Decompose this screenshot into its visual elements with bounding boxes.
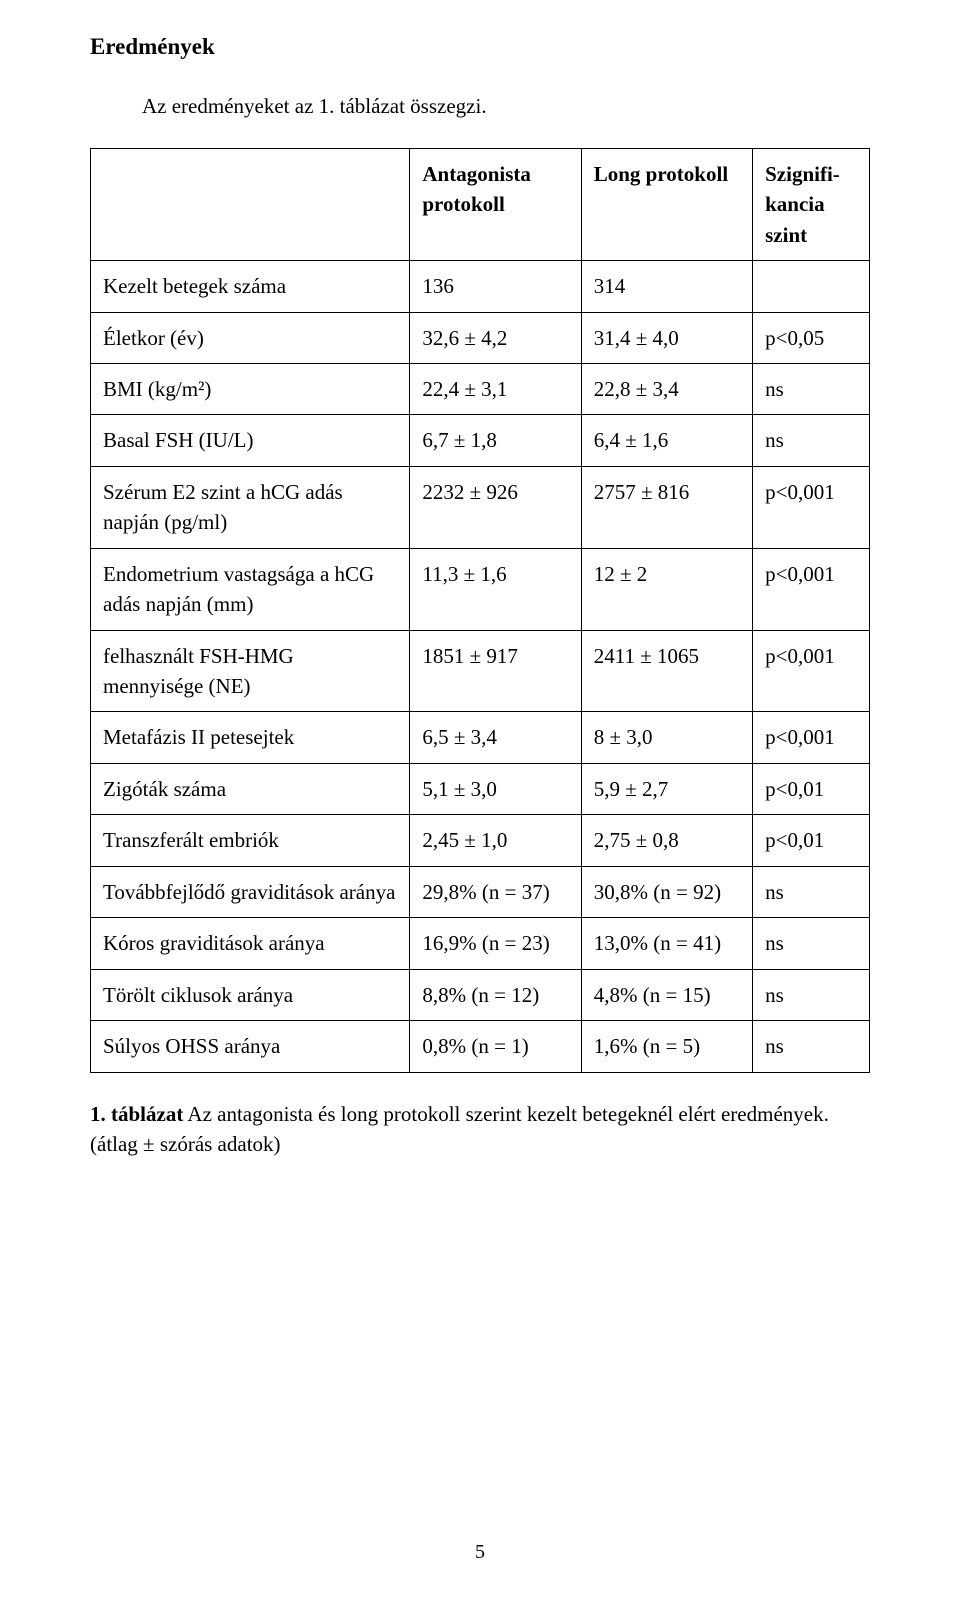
row-sig: ns [753,969,870,1020]
row-label: Súlyos OHSS aránya [91,1021,410,1072]
intro-paragraph: Az eredményeket az 1. táblázat összegzi. [90,91,870,121]
results-table: Antagonista protokoll Long protokoll Szi… [90,148,870,1073]
row-label: Törölt ciklusok aránya [91,969,410,1020]
row-label: felhasznált FSH-HMG mennyisége (NE) [91,630,410,712]
row-label: Basal FSH (IU/L) [91,415,410,466]
table-row: Transzferált embriók2,45 ± 1,02,75 ± 0,8… [91,815,870,866]
row-label: Zigóták száma [91,763,410,814]
table-header-significance: Szignifi-kancia szint [753,148,870,260]
row-long: 314 [581,261,752,312]
row-label: Metafázis II petesejtek [91,712,410,763]
row-ant: 16,9% (n = 23) [410,918,581,969]
row-long: 12 ± 2 [581,548,752,630]
row-sig: ns [753,1021,870,1072]
row-long: 5,9 ± 2,7 [581,763,752,814]
row-ant: 11,3 ± 1,6 [410,548,581,630]
row-ant: 0,8% (n = 1) [410,1021,581,1072]
table-header-antagonist: Antagonista protokoll [410,148,581,260]
table-row: Endometrium vastagsága a hCG adás napján… [91,548,870,630]
row-sig: ns [753,363,870,414]
table-row: Szérum E2 szint a hCG adás napján (pg/ml… [91,466,870,548]
row-sig: ns [753,415,870,466]
table-row: BMI (kg/m²)22,4 ± 3,122,8 ± 3,4ns [91,363,870,414]
table-header-long: Long protokoll [581,148,752,260]
table-caption: 1. táblázat Az antagonista és long proto… [90,1099,870,1160]
row-sig: p<0,001 [753,712,870,763]
table-row: Életkor (év)32,6 ± 4,231,4 ± 4,0p<0,05 [91,312,870,363]
page-number: 5 [0,1538,960,1567]
row-ant: 22,4 ± 3,1 [410,363,581,414]
row-sig: ns [753,918,870,969]
table-row: felhasznált FSH-HMG mennyisége (NE)1851 … [91,630,870,712]
table-row: Kezelt betegek száma136314 [91,261,870,312]
row-long: 2411 ± 1065 [581,630,752,712]
row-ant: 8,8% (n = 12) [410,969,581,1020]
row-ant: 136 [410,261,581,312]
row-sig: ns [753,866,870,917]
row-sig: p<0,05 [753,312,870,363]
row-long: 22,8 ± 3,4 [581,363,752,414]
table-header-row: Antagonista protokoll Long protokoll Szi… [91,148,870,260]
row-long: 6,4 ± 1,6 [581,415,752,466]
row-label: Transzferált embriók [91,815,410,866]
row-label: Életkor (év) [91,312,410,363]
row-ant: 6,7 ± 1,8 [410,415,581,466]
row-ant: 29,8% (n = 37) [410,866,581,917]
row-sig [753,261,870,312]
row-label: Kóros graviditások aránya [91,918,410,969]
table-row: Súlyos OHSS aránya0,8% (n = 1)1,6% (n = … [91,1021,870,1072]
row-long: 31,4 ± 4,0 [581,312,752,363]
table-row: Metafázis II petesejtek6,5 ± 3,48 ± 3,0p… [91,712,870,763]
row-ant: 2,45 ± 1,0 [410,815,581,866]
row-long: 2757 ± 816 [581,466,752,548]
row-ant: 1851 ± 917 [410,630,581,712]
row-long: 4,8% (n = 15) [581,969,752,1020]
row-sig: p<0,01 [753,763,870,814]
caption-rest: Az antagonista és long protokoll szerint… [90,1102,829,1156]
row-label: BMI (kg/m²) [91,363,410,414]
row-label: Továbbfejlődő graviditások aránya [91,866,410,917]
table-row: Kóros graviditások aránya16,9% (n = 23)1… [91,918,870,969]
row-label: Szérum E2 szint a hCG adás napján (pg/ml… [91,466,410,548]
row-ant: 32,6 ± 4,2 [410,312,581,363]
row-sig: p<0,001 [753,630,870,712]
section-title: Eredmények [90,30,870,63]
table-row: Basal FSH (IU/L)6,7 ± 1,86,4 ± 1,6ns [91,415,870,466]
row-sig: p<0,001 [753,548,870,630]
table-header-label [91,148,410,260]
row-ant: 5,1 ± 3,0 [410,763,581,814]
row-ant: 2232 ± 926 [410,466,581,548]
row-long: 8 ± 3,0 [581,712,752,763]
table-body: Kezelt betegek száma136314 Életkor (év)3… [91,261,870,1072]
row-ant: 6,5 ± 3,4 [410,712,581,763]
table-row: Törölt ciklusok aránya8,8% (n = 12)4,8% … [91,969,870,1020]
row-long: 13,0% (n = 41) [581,918,752,969]
row-long: 1,6% (n = 5) [581,1021,752,1072]
row-long: 30,8% (n = 92) [581,866,752,917]
table-row: Továbbfejlődő graviditások aránya29,8% (… [91,866,870,917]
row-sig: p<0,001 [753,466,870,548]
row-label: Endometrium vastagsága a hCG adás napján… [91,548,410,630]
row-sig: p<0,01 [753,815,870,866]
caption-lead: 1. táblázat [90,1102,183,1126]
row-long: 2,75 ± 0,8 [581,815,752,866]
table-row: Zigóták száma5,1 ± 3,05,9 ± 2,7p<0,01 [91,763,870,814]
row-label: Kezelt betegek száma [91,261,410,312]
